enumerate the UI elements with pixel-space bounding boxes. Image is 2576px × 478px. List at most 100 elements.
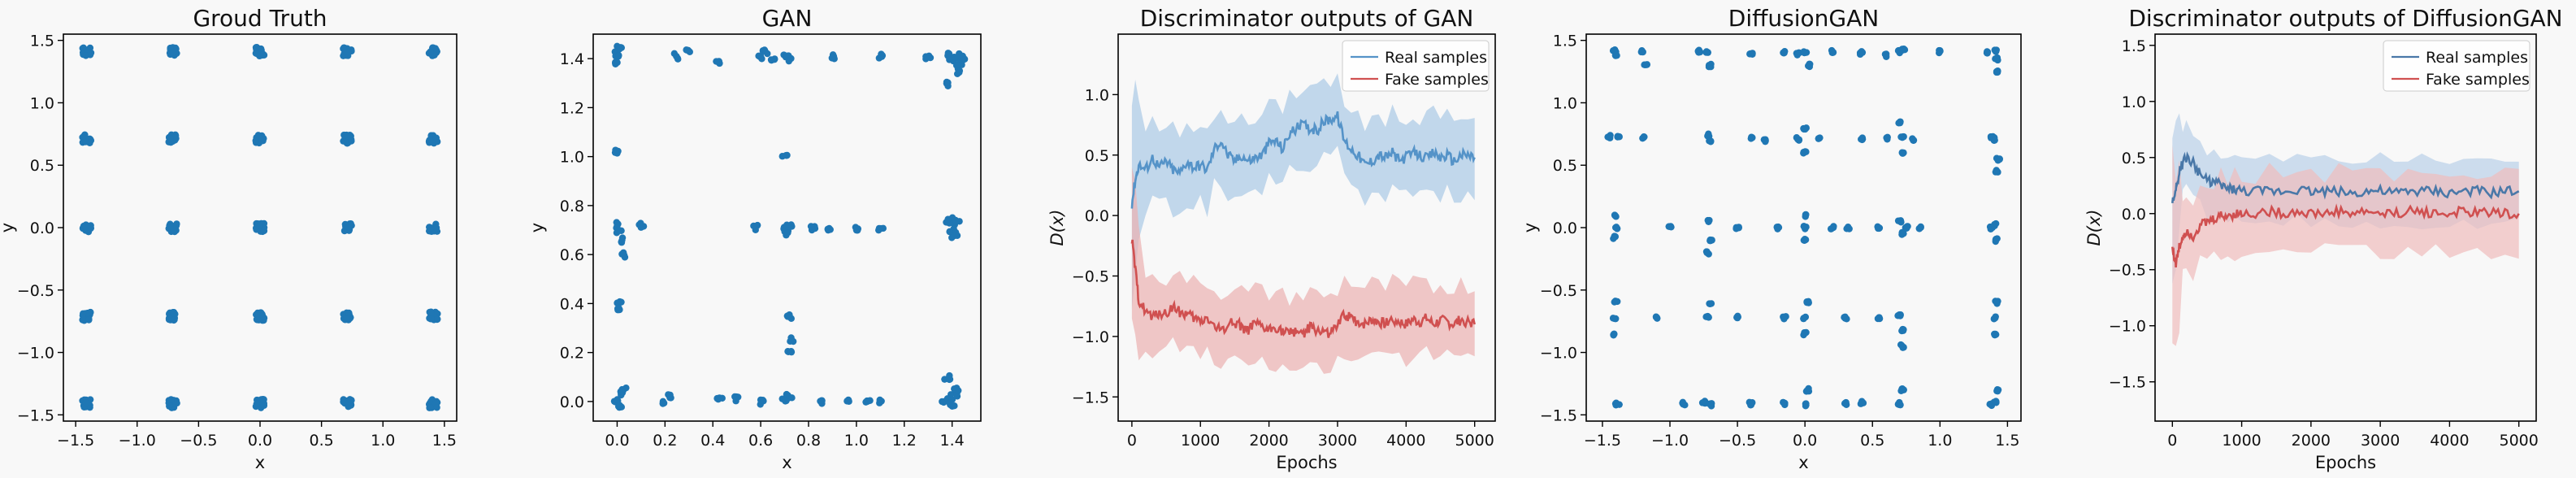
x-tick-label: −0.5 [1719, 432, 1756, 450]
x-axis-label: x [255, 453, 265, 472]
y-tick-label: −1.5 [2109, 374, 2146, 392]
x-tick-label: 1.5 [1995, 432, 2019, 450]
y-tick-label: −1.0 [1072, 328, 1109, 346]
scatter-point [1994, 56, 2001, 64]
scatter-point [1898, 149, 1906, 156]
y-tick-label: −0.5 [17, 282, 54, 300]
scatter-point [1990, 222, 1998, 229]
scatter-point [807, 223, 815, 230]
y-tick-label: 1.5 [30, 33, 54, 50]
scatter-point [258, 51, 266, 59]
scatter-point [433, 404, 440, 411]
x-tick-label: 1.4 [940, 432, 965, 450]
scatter-point [79, 315, 87, 323]
scatter-point [1994, 387, 2001, 395]
scatter-point [785, 57, 793, 65]
scatter-point [348, 222, 355, 229]
scatter-point [1900, 230, 1907, 237]
scatter-point [1858, 136, 1865, 143]
scatter-point [1897, 133, 1905, 141]
scatter-point [1802, 329, 1809, 337]
scatter-point [1993, 68, 2001, 76]
x-tick-label: 1.0 [1928, 432, 1952, 450]
y-tick-label: 0.0 [1553, 219, 1577, 237]
scatter-point [1611, 298, 1618, 306]
scatter-point [1612, 224, 1620, 231]
scatter-point [1615, 133, 1623, 141]
scatter-point [1895, 120, 1902, 127]
x-tick-label: 1.0 [844, 432, 869, 450]
axes-frame [2154, 33, 2537, 422]
scatter-point [1829, 49, 1837, 56]
scatter-point [1897, 401, 1904, 409]
scatter-point [1705, 313, 1712, 321]
chart-title: GAN [762, 5, 813, 32]
x-tick-label: −1.5 [1584, 432, 1621, 450]
legend-label: Fake samples [2426, 71, 2530, 89]
scatter-point [347, 396, 354, 404]
scatter-point [879, 224, 887, 232]
scatter-point [612, 146, 619, 154]
scatter-point [615, 46, 623, 53]
scatter-point [87, 49, 95, 57]
scatter-point [1800, 150, 1807, 157]
y-axis-label: D(x) [2084, 210, 2104, 246]
scatter-point [788, 394, 796, 402]
scatter-point [946, 56, 953, 63]
y-tick-label: 1.4 [560, 50, 584, 68]
scatter-point [344, 132, 351, 140]
y-axis-label: D(x) [1047, 210, 1067, 246]
scatter-point [786, 311, 793, 319]
y-tick-label: 1.2 [560, 99, 584, 117]
scatter-point [951, 232, 959, 240]
scatter-point [85, 316, 93, 324]
y-tick-label: 1.0 [1553, 94, 1577, 112]
y-tick-label: 0.0 [30, 219, 54, 237]
scatter-point [345, 309, 353, 317]
scatter-point [1897, 218, 1905, 225]
scatter-point [757, 52, 765, 59]
scatter-point [1899, 344, 1906, 351]
scatter-point [787, 348, 796, 356]
scatter-point [944, 215, 952, 223]
scatter-point [173, 220, 180, 228]
scatter-point [958, 61, 965, 68]
scatter-point [1915, 224, 1923, 232]
scatter-point [946, 372, 953, 380]
scatter-point [1815, 135, 1823, 142]
scatter-point [618, 237, 626, 244]
legend-label: Real samples [2426, 49, 2528, 67]
chart-title: Discriminator outputs of GAN [1140, 5, 1474, 32]
y-tick-label: 1.5 [1553, 33, 1577, 50]
x-tick-label: 5000 [1455, 432, 1494, 450]
scatter-point [1708, 400, 1715, 407]
scatter-point [1802, 213, 1809, 220]
x-tick-label: 2000 [1249, 432, 1288, 450]
scatter-point [1859, 399, 1867, 406]
x-tick-label: 2000 [2292, 432, 2331, 450]
scatter-point [1800, 315, 1807, 323]
scatter-point [1652, 313, 1660, 320]
y-tick-label: 1.5 [2122, 37, 2146, 55]
scatter-point [340, 398, 347, 406]
scatter-point [1858, 48, 1866, 55]
scatter-point [952, 54, 959, 61]
scatter-point [432, 224, 440, 232]
scatter-point [252, 137, 259, 145]
scatter-point [1802, 125, 1809, 133]
y-tick-label: −1.5 [1540, 406, 1577, 424]
scatter-point [1615, 401, 1623, 408]
scatter-point [621, 254, 629, 261]
confidence-band [2172, 145, 2519, 346]
y-tick-label: 0.0 [560, 393, 584, 411]
y-tick-label: 1.0 [30, 94, 54, 112]
scatter-point [1706, 138, 1715, 146]
scatter-point [615, 304, 622, 312]
y-tick-label: −1.5 [17, 406, 54, 424]
scatter-point [1996, 155, 2003, 163]
scatter-point [783, 151, 790, 159]
x-tick-label: 0.0 [605, 432, 629, 450]
scatter-point [1611, 46, 1619, 54]
y-tick-label: 0.5 [30, 157, 54, 175]
